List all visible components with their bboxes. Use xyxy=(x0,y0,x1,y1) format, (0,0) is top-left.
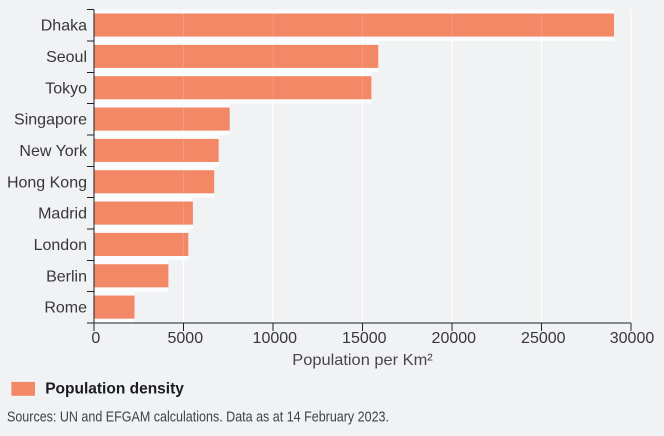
svg-text:20000: 20000 xyxy=(432,330,477,347)
svg-text:25000: 25000 xyxy=(521,330,566,347)
svg-text:Dhaka: Dhaka xyxy=(41,18,87,35)
svg-text:London: London xyxy=(34,237,87,254)
svg-text:30000: 30000 xyxy=(610,330,655,347)
svg-text:Rome: Rome xyxy=(44,300,87,317)
svg-text:Seoul: Seoul xyxy=(46,49,87,66)
svg-text:Tokyo: Tokyo xyxy=(45,80,87,97)
svg-text:10000: 10000 xyxy=(253,330,298,347)
svg-text:Singapore: Singapore xyxy=(14,112,87,129)
svg-text:Population per Km²: Population per Km² xyxy=(292,352,433,369)
svg-text:Sources: UN and EFGAM calculat: Sources: UN and EFGAM calculations. Data… xyxy=(7,409,389,426)
svg-text:Population density: Population density xyxy=(45,381,184,398)
svg-text:New York: New York xyxy=(19,143,88,160)
svg-text:Madrid: Madrid xyxy=(38,206,87,223)
svg-text:Hong Kong: Hong Kong xyxy=(7,174,87,191)
svg-text:15000: 15000 xyxy=(342,330,387,347)
svg-text:0: 0 xyxy=(91,330,100,347)
svg-text:5000: 5000 xyxy=(168,330,204,347)
svg-text:Berlin: Berlin xyxy=(46,268,87,285)
